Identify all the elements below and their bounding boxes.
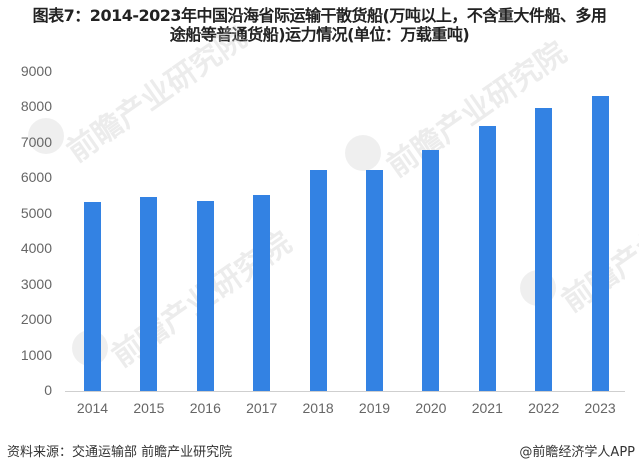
y-tick-label: 1000 [20,346,52,363]
x-tick-label: 2022 [528,400,560,416]
bar-2020 [422,149,440,391]
watermark-logo-icon [345,135,381,171]
bar-2022 [535,107,553,391]
source-note: 资料来源：交通运输部 前瞻产业研究院 [7,445,233,460]
bar-2014 [84,202,101,391]
x-tick-label: 2021 [471,400,503,416]
x-axis-line [65,391,625,392]
bar-2017 [253,194,271,391]
y-tick-label: 8000 [20,98,52,115]
watermark-text: 前瞻产业研究院 [60,20,254,170]
bar-2023 [591,96,609,391]
y-tick-label: 0 [44,382,52,398]
y-tick-label: 6000 [20,169,52,186]
chart-title-line2: 途船等普通货船)运力情况(单位：万载重吨) [169,25,470,44]
bar-2018 [309,169,327,391]
y-tick-label: 4000 [20,240,52,257]
x-tick-label: 2014 [76,400,109,416]
x-tick-label: 2019 [358,400,391,416]
y-tick-label: 5000 [20,204,52,221]
bar-2015 [140,197,158,391]
x-tick-label: 2017 [246,400,278,416]
credit-note: @前瞻经济学人APP [519,445,635,460]
y-tick-label: 2000 [20,311,52,328]
bar-2016 [196,201,214,391]
x-tick-label: 2016 [189,400,221,416]
bar-2021 [478,125,496,391]
x-tick-label: 2023 [584,400,616,416]
y-tick-label: 3000 [20,275,52,292]
x-tick-label: 2020 [415,400,447,416]
chart-title: 图表7：2014-2023年中国沿海省际运输干散货船(万吨以上，不含重大件船、多… [0,6,639,44]
bar-2019 [366,169,383,391]
x-tick-label: 2018 [302,400,334,416]
y-tick-label: 9000 [20,63,52,79]
y-tick-label: 7000 [20,133,52,150]
x-tick-label: 2015 [133,400,165,416]
chart-title-line1: 图表7：2014-2023年中国沿海省际运输干散货船(万吨以上，不含重大件船、多… [32,6,607,25]
